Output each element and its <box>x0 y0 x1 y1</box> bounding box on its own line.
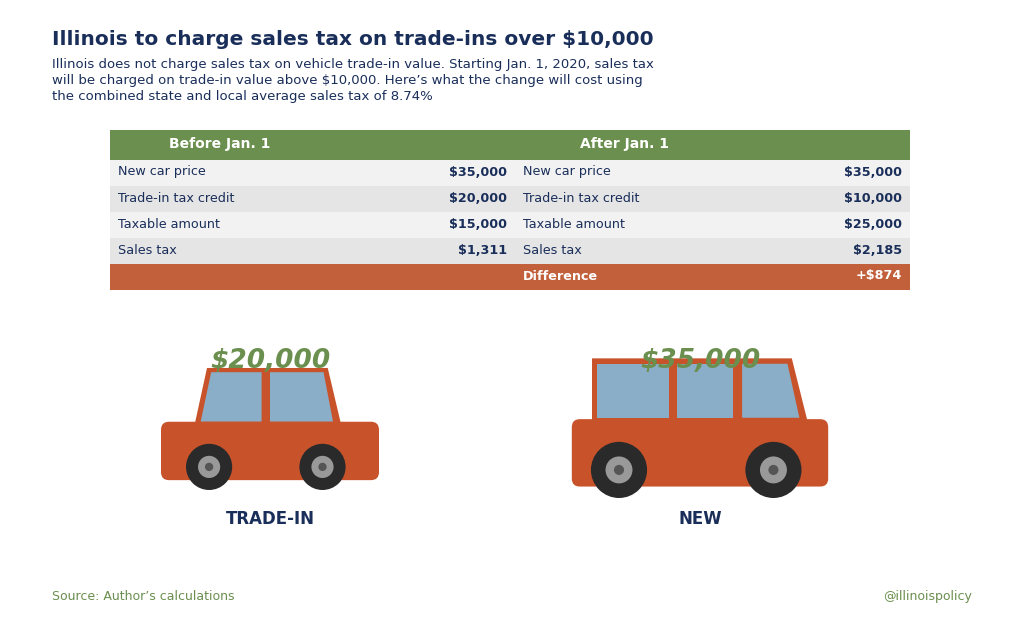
Text: Difference: Difference <box>523 270 598 283</box>
Text: Illinois to charge sales tax on trade-ins over $10,000: Illinois to charge sales tax on trade-in… <box>52 30 653 49</box>
Circle shape <box>198 456 220 478</box>
Text: +$874: +$874 <box>856 270 902 283</box>
Polygon shape <box>677 364 733 417</box>
Text: After Jan. 1: After Jan. 1 <box>581 137 670 151</box>
Text: Sales tax: Sales tax <box>118 243 177 256</box>
Polygon shape <box>270 372 333 422</box>
Text: $35,000: $35,000 <box>640 348 760 374</box>
Circle shape <box>768 465 778 475</box>
Text: $25,000: $25,000 <box>844 218 902 230</box>
Text: New car price: New car price <box>523 165 610 178</box>
Bar <box>330 130 515 160</box>
Text: Before Jan. 1: Before Jan. 1 <box>169 137 270 151</box>
Bar <box>110 130 330 160</box>
Bar <box>735 186 910 212</box>
FancyBboxPatch shape <box>161 422 379 480</box>
Circle shape <box>311 456 334 478</box>
Bar <box>110 212 330 238</box>
Bar <box>110 264 330 290</box>
Text: Illinois does not charge sales tax on vehicle trade-in value. Starting Jan. 1, 2: Illinois does not charge sales tax on ve… <box>52 58 654 71</box>
Bar <box>735 264 910 290</box>
Text: the combined state and local average sales tax of 8.74%: the combined state and local average sal… <box>52 90 433 103</box>
Circle shape <box>760 456 786 484</box>
Text: $10,000: $10,000 <box>844 192 902 205</box>
Text: $35,000: $35,000 <box>844 165 902 178</box>
Bar <box>515 186 735 212</box>
Text: $20,000: $20,000 <box>210 348 330 374</box>
Circle shape <box>591 442 647 498</box>
Bar <box>735 130 910 160</box>
Bar <box>735 238 910 264</box>
Polygon shape <box>195 368 341 426</box>
Text: $1,311: $1,311 <box>458 243 507 256</box>
Bar <box>330 160 515 186</box>
Circle shape <box>205 463 213 471</box>
Polygon shape <box>201 372 261 422</box>
Bar <box>515 212 735 238</box>
Bar <box>110 238 330 264</box>
Circle shape <box>186 444 232 490</box>
Bar <box>515 238 735 264</box>
Text: $35,000: $35,000 <box>449 165 507 178</box>
Polygon shape <box>592 358 808 423</box>
Circle shape <box>614 465 624 475</box>
Text: Taxable amount: Taxable amount <box>523 218 625 230</box>
Circle shape <box>745 442 802 498</box>
Text: $15,000: $15,000 <box>449 218 507 230</box>
Text: Sales tax: Sales tax <box>523 243 582 256</box>
Bar <box>330 264 515 290</box>
Bar <box>330 212 515 238</box>
Text: NEW: NEW <box>678 510 722 528</box>
Text: @illinoispolicy: @illinoispolicy <box>883 590 972 603</box>
Bar <box>515 264 735 290</box>
Circle shape <box>299 444 346 490</box>
Circle shape <box>318 463 327 471</box>
Bar <box>110 160 330 186</box>
Bar <box>735 160 910 186</box>
Bar <box>110 186 330 212</box>
Bar <box>515 130 735 160</box>
Text: New car price: New car price <box>118 165 206 178</box>
Text: TRADE-IN: TRADE-IN <box>225 510 314 528</box>
Text: will be charged on trade-in value above $10,000. Here’s what the change will cos: will be charged on trade-in value above … <box>52 74 643 87</box>
Bar <box>330 186 515 212</box>
Text: Source: Author’s calculations: Source: Author’s calculations <box>52 590 234 603</box>
Bar <box>515 160 735 186</box>
Text: $20,000: $20,000 <box>449 192 507 205</box>
Text: Trade-in tax credit: Trade-in tax credit <box>118 192 234 205</box>
Polygon shape <box>597 364 669 417</box>
FancyBboxPatch shape <box>571 419 828 487</box>
Text: Taxable amount: Taxable amount <box>118 218 220 230</box>
Text: Trade-in tax credit: Trade-in tax credit <box>523 192 640 205</box>
Polygon shape <box>742 364 800 417</box>
Bar <box>735 212 910 238</box>
Text: $2,185: $2,185 <box>853 243 902 256</box>
Bar <box>330 238 515 264</box>
Circle shape <box>605 456 633 484</box>
